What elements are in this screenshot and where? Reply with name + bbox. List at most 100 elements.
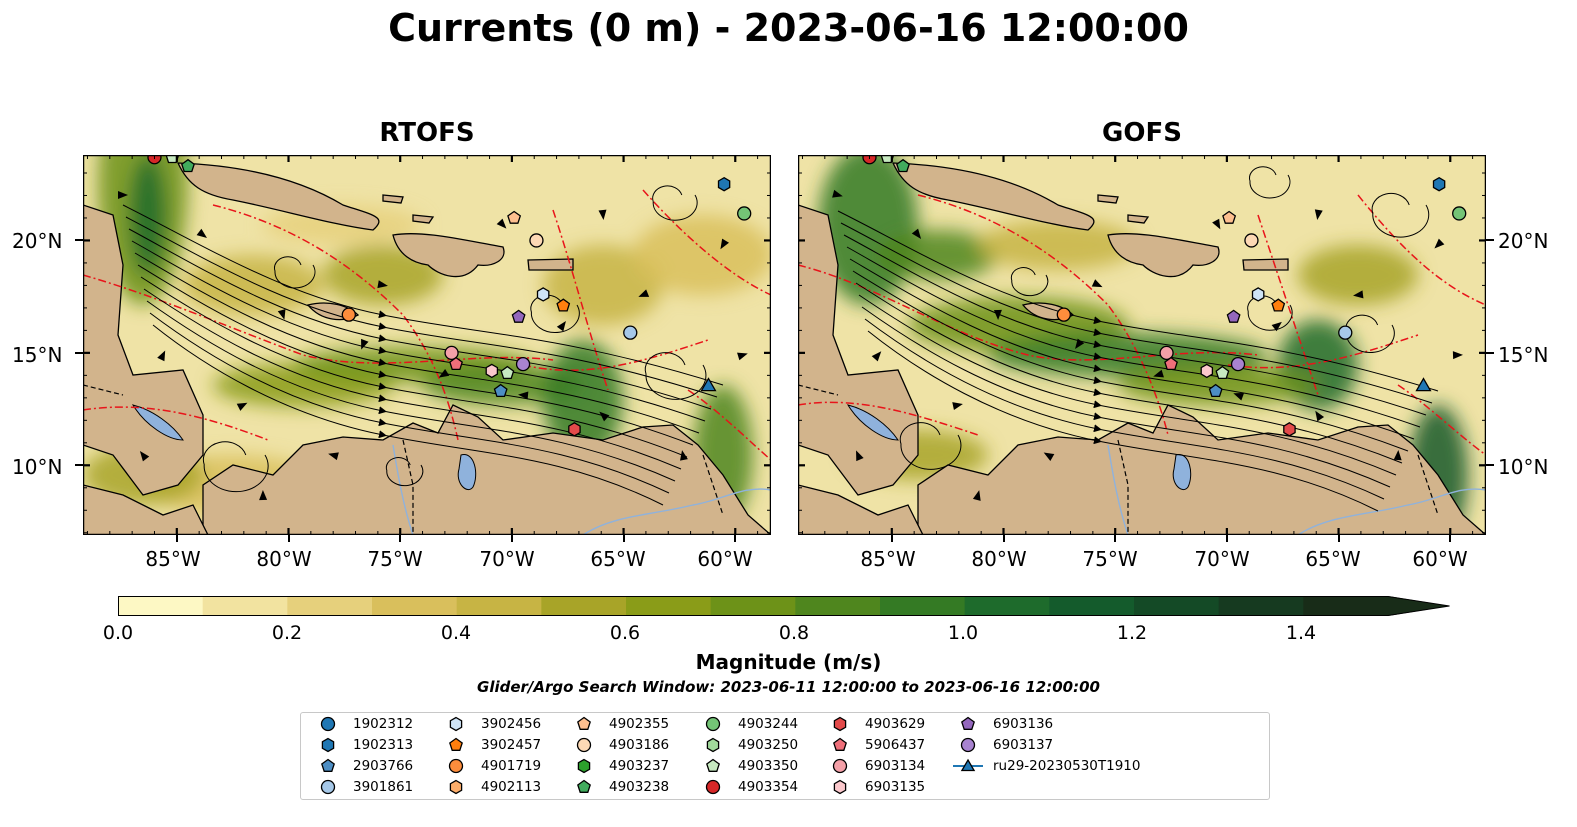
circle-icon xyxy=(705,779,721,795)
legend-label: 4903244 xyxy=(738,716,799,732)
colorbar-tick-5: 1.0 xyxy=(947,622,979,644)
puerto-rico-land xyxy=(527,258,574,271)
frame-ticks xyxy=(798,155,1486,535)
lon-tick-gofs xyxy=(1337,535,1340,542)
island-land xyxy=(412,214,435,224)
lat-tick-left xyxy=(75,239,83,242)
colorbar-segment xyxy=(372,596,458,616)
legend-marker-icon xyxy=(705,716,721,732)
lon-tick-gofs xyxy=(890,535,893,542)
legend-label: 4903238 xyxy=(609,779,670,795)
legend-item: 5906437 xyxy=(823,735,925,755)
frame-ticks xyxy=(83,155,771,535)
colorbar-tick-3: 0.6 xyxy=(609,622,641,644)
colorbar-outline xyxy=(118,596,1450,616)
colorbar-extend-arrow xyxy=(1388,596,1450,616)
central-america-land xyxy=(83,204,204,496)
float-marker-3902457 xyxy=(1271,298,1286,312)
colorbar-segment xyxy=(118,596,204,616)
lat-tick-left xyxy=(75,351,83,354)
legend-marker-icon xyxy=(320,716,336,732)
colorbar-label: Magnitude (m/s) xyxy=(695,650,882,674)
lon-label-60w-gofs: 60°W xyxy=(1412,547,1468,571)
eddy-streamline xyxy=(899,422,962,470)
legend-marker-icon xyxy=(705,779,721,795)
panama-land xyxy=(798,484,924,535)
lat-label-20n-right: 20°N xyxy=(1498,229,1549,253)
legend-item: 4901719 xyxy=(439,756,541,776)
legend-marker-icon xyxy=(833,737,847,751)
legend-marker-icon xyxy=(448,758,464,774)
float-marker-4903350 xyxy=(165,155,180,164)
legend-label: 4901719 xyxy=(481,758,542,774)
float-marker-4903350 xyxy=(880,155,895,164)
pentagon-icon xyxy=(449,737,463,751)
legend-marker-icon xyxy=(576,737,592,753)
float-marker-1902313 xyxy=(1432,176,1446,192)
hexagon-icon xyxy=(449,779,463,795)
lat-label-15n-right: 15°N xyxy=(1498,343,1549,367)
legend-item: 6903136 xyxy=(951,714,1053,734)
lat-tick-right xyxy=(1486,351,1494,354)
float-marker-4902355 xyxy=(507,210,522,224)
colorbar-segment xyxy=(880,596,966,616)
legend-marker-icon xyxy=(321,737,335,753)
legend-label: 6903135 xyxy=(865,779,926,795)
current-streamlines xyxy=(837,166,1439,512)
legend-label: 5906437 xyxy=(865,737,926,753)
current-magnitude-field xyxy=(818,155,1468,535)
lon-label-85w-rtofs: 85°W xyxy=(145,547,201,571)
map-frame xyxy=(798,155,1486,535)
colorbar-segment xyxy=(626,596,712,616)
legend-item: 4902355 xyxy=(567,714,669,734)
land-masses xyxy=(798,162,1486,535)
streamline-arrows xyxy=(832,189,1463,501)
legend-label: 1902312 xyxy=(353,716,414,732)
lat-tick-right xyxy=(1486,239,1494,242)
legend-label: 6903134 xyxy=(865,758,926,774)
legend-item: ru29-20230530T1910 xyxy=(951,756,1140,776)
legend-item: 6903137 xyxy=(951,735,1053,755)
map-panel-rtofs xyxy=(83,155,771,535)
legend-item: 4903244 xyxy=(696,714,798,734)
legend-label: ru29-20230530T1910 xyxy=(993,758,1141,774)
lon-tick-rtofs xyxy=(734,535,737,542)
pentagon-icon xyxy=(577,779,591,793)
eddy-streamline xyxy=(385,457,424,487)
legend-marker-icon xyxy=(449,716,463,732)
float-marker-4903238 xyxy=(181,158,195,173)
map-frame xyxy=(83,155,771,535)
float-marker-6903134 xyxy=(1159,345,1174,361)
float-marker-4903238 xyxy=(896,158,910,173)
eddy-streamline xyxy=(652,185,698,221)
colorbar-segment xyxy=(202,596,288,616)
legend-item: 6903134 xyxy=(823,756,925,776)
eddy-streamline xyxy=(1371,192,1430,238)
lakes xyxy=(131,404,477,491)
float-marker-6903134 xyxy=(444,345,459,361)
pentagon-icon xyxy=(706,758,720,772)
legend-marker-icon xyxy=(833,779,847,795)
legend-marker-icon xyxy=(449,779,463,795)
float-marker-3901861 xyxy=(623,325,638,340)
legend-marker-icon xyxy=(960,737,976,753)
circle-icon xyxy=(448,758,464,774)
legend-marker-icon xyxy=(320,779,336,795)
eez-boundaries xyxy=(798,194,1486,456)
legend-item: 3901861 xyxy=(311,777,413,797)
hispaniola-land xyxy=(392,233,505,278)
legend-item: 3902456 xyxy=(439,714,541,734)
hexagon-icon xyxy=(449,716,463,732)
pentagon-icon xyxy=(577,716,591,730)
search-window-text: Glider/Argo Search Window: 2023-06-11 12… xyxy=(477,678,1100,696)
rivers xyxy=(1107,444,1486,535)
legend-label: 4903629 xyxy=(865,716,926,732)
south-america-land xyxy=(917,404,1486,535)
colorbar-tick-1: 0.2 xyxy=(271,622,303,644)
lon-tick-gofs xyxy=(1449,535,1452,542)
lon-tick-gofs xyxy=(1002,535,1005,542)
circle-icon xyxy=(705,716,721,732)
float-marker-4903350 xyxy=(1215,365,1230,380)
float-marker-4903629 xyxy=(1283,422,1296,437)
lon-label-60w-rtofs: 60°W xyxy=(697,547,753,571)
